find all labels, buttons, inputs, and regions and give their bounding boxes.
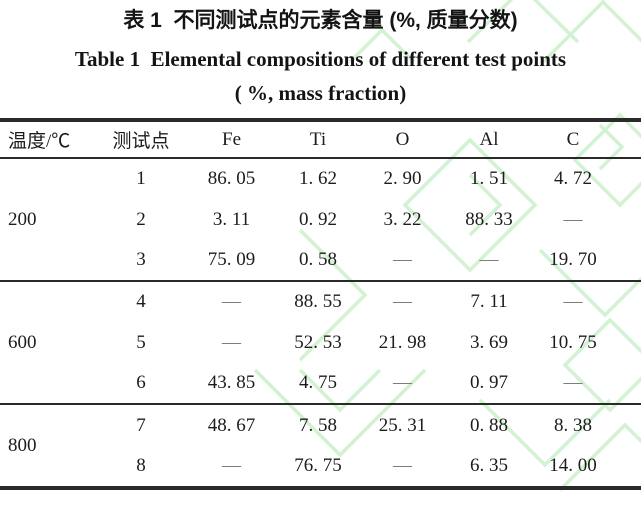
test-point-cell: 1	[136, 168, 146, 189]
test-point-cell: 4	[136, 291, 146, 312]
value-cell-o: 3. 22	[383, 208, 422, 230]
spacer-cell	[614, 363, 641, 404]
value-cell-ti: 4. 75	[299, 372, 337, 393]
temperature-group-800: 800 7 48. 67 7. 58 25. 31 0. 88 8. 38 8 …	[0, 404, 641, 488]
value-cell-c: 19. 70	[549, 249, 597, 270]
value-cell-fe: 43. 85	[207, 372, 256, 393]
spacer-cell	[614, 281, 641, 322]
table-row: 6 43. 85 4. 75 — 0. 97 —	[0, 363, 641, 404]
value-cell-c: 8. 38	[554, 414, 592, 436]
value-cell-ti: 76. 75	[294, 455, 342, 476]
table-row: 800 7 48. 67 7. 58 25. 31 0. 88 8. 38	[0, 404, 641, 456]
watermark-shape	[348, 27, 416, 64]
elemental-compositions-table: 温度/℃ 测试点 Fe Ti O Al C 200 1 86. 05 1. 62…	[0, 118, 641, 490]
spacer-cell	[614, 446, 641, 488]
watermark-shape	[298, 368, 382, 413]
col-header-c: C	[566, 128, 580, 150]
test-point-cell: 8	[136, 455, 146, 476]
value-cell-ti: 52. 53	[294, 331, 342, 353]
value-cell-fe: 86. 05	[207, 168, 256, 189]
test-point-cell: 2	[136, 208, 146, 230]
watermark-shape	[468, 173, 503, 237]
value-cell-al: —	[479, 249, 499, 270]
value-cell-o: —	[393, 455, 412, 476]
value-cell-al: 6. 35	[470, 455, 508, 476]
temperature-group-200: 200 1 86. 05 1. 62 2. 90 1. 51 4. 72 2 3…	[0, 158, 641, 281]
value-cell-al: 88. 33	[465, 208, 513, 230]
value-cell-ti: 0. 58	[299, 249, 337, 270]
value-cell-al: 1. 51	[470, 168, 508, 189]
value-cell-c: 4. 72	[554, 168, 592, 189]
value-cell-c: —	[563, 291, 583, 312]
value-cell-al: 0. 88	[470, 414, 508, 436]
watermark-shape	[253, 368, 427, 458]
watermark-shape	[298, 228, 368, 362]
value-cell-al: 7. 11	[470, 291, 508, 312]
table-row: 2 3. 11 0. 92 3. 22 88. 33 —	[0, 199, 641, 240]
table-title-english: Table 1 Elemental compositions of differ…	[74, 47, 567, 71]
value-cell-ti: 0. 92	[299, 208, 337, 230]
value-cell-o: 2. 90	[383, 168, 422, 189]
value-cell-o: 25. 31	[378, 414, 427, 436]
temperature-cell: 200	[8, 208, 37, 230]
value-cell-o: —	[393, 291, 412, 312]
value-cell-ti: 7. 58	[299, 414, 337, 436]
table-row: 600 4 — 88. 55 — 7. 11 —	[0, 281, 641, 353]
temperature-cell: 800	[8, 434, 37, 456]
value-cell-c: 14. 00	[549, 455, 597, 476]
spacer-cell	[614, 199, 641, 240]
watermark-shape	[538, 248, 641, 318]
test-point-cell: 7	[136, 414, 146, 436]
watermark-shape	[562, 317, 641, 413]
spacer-cell	[614, 240, 641, 281]
table-row: 200 1 86. 05 1. 62 2. 90 1. 51 4. 72	[0, 158, 641, 230]
value-cell-fe: 3. 11	[212, 208, 251, 230]
value-cell-c: 10. 75	[549, 331, 597, 353]
watermark-shape	[572, 112, 641, 208]
watermark-shape	[478, 398, 612, 468]
value-cell-o: —	[393, 372, 412, 393]
col-header-test-point: 测试点	[112, 131, 170, 152]
watermark-shape	[466, 0, 580, 44]
value-cell-o: —	[393, 249, 412, 270]
value-cell-ti: 1. 62	[299, 168, 337, 189]
test-point-cell: 6	[136, 372, 146, 393]
watermark-shape	[402, 137, 538, 273]
test-point-cell: 5	[136, 331, 146, 353]
table-title-units: ( %, mass fraction)	[234, 81, 407, 105]
page: 表 1 不同测试点的元素含量 (%, 质量分数) Table 1 Element…	[0, 9, 641, 490]
spacer-cell	[614, 404, 641, 446]
test-point-cell: 3	[136, 249, 146, 270]
spacer-cell	[614, 322, 641, 363]
value-cell-o: 21. 98	[378, 331, 427, 353]
temperature-cell: 600	[8, 331, 37, 353]
value-cell-fe: 75. 09	[207, 249, 256, 270]
col-header-temperature: 温度/℃	[8, 131, 71, 152]
col-header-ti: Ti	[309, 128, 327, 150]
watermark-shape	[541, 0, 641, 64]
value-cell-c: —	[563, 372, 583, 393]
table-row: 8 — 76. 75 — 6. 35 14. 00	[0, 446, 641, 488]
value-cell-fe: 48. 67	[207, 414, 256, 436]
value-cell-fe: —	[222, 331, 241, 353]
spacer-cell	[614, 158, 641, 199]
header-row: 温度/℃ 测试点 Fe Ti O Al C	[0, 120, 641, 158]
value-cell-c: —	[563, 208, 583, 230]
col-header-fe: Fe	[222, 128, 241, 150]
value-cell-ti: 88. 55	[294, 291, 342, 312]
col-header-o: O	[395, 128, 410, 150]
value-cell-al: 0. 97	[470, 372, 508, 393]
table-row: 3 75. 09 0. 58 — — 19. 70	[0, 240, 641, 281]
watermark-shape	[598, 123, 625, 171]
watermark-shape	[558, 422, 641, 492]
table-row: 5 — 52. 53 21. 98 3. 69 10. 75	[0, 322, 641, 363]
value-cell-fe: —	[222, 291, 241, 312]
temperature-group-600: 600 4 — 88. 55 — 7. 11 — 5 — 52. 53 21. …	[0, 281, 641, 404]
value-cell-al: 3. 69	[470, 331, 508, 353]
col-header-al: Al	[479, 128, 499, 150]
spacer-column	[614, 120, 641, 158]
value-cell-fe: —	[222, 455, 241, 476]
table-title-chinese: 表 1 不同测试点的元素含量 (%, 质量分数)	[123, 9, 518, 32]
